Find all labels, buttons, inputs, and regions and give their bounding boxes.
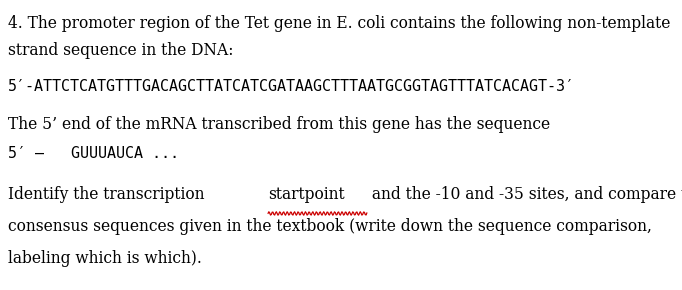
Text: strand sequence in the DNA:: strand sequence in the DNA:	[8, 42, 234, 59]
Text: The 5’ end of the mRNA transcribed from this gene has the sequence: The 5’ end of the mRNA transcribed from …	[8, 116, 550, 133]
Text: labeling which is which).: labeling which is which).	[8, 250, 202, 267]
Text: 5′-ATTCTCATGTTTGACAGCTTATCATCGATAAGCTTTAATGCGGTAGTTTATCACAGT-3′: 5′-ATTCTCATGTTTGACAGCTTATCATCGATAAGCTTTA…	[8, 79, 575, 94]
Text: startpoint: startpoint	[268, 186, 344, 203]
Text: 4. The promoter region of the Tet gene in E. coli contains the following non-tem: 4. The promoter region of the Tet gene i…	[8, 14, 670, 32]
Text: consensus sequences given in the textbook (write down the sequence comparison,: consensus sequences given in the textboo…	[8, 218, 652, 235]
Text: 5′ –   GUUUAUCA ...: 5′ – GUUUAUCA ...	[8, 146, 179, 161]
Text: and the -10 and -35 sites, and compare them to the: and the -10 and -35 sites, and compare t…	[367, 186, 682, 203]
Text: Identify the transcription: Identify the transcription	[8, 186, 209, 203]
